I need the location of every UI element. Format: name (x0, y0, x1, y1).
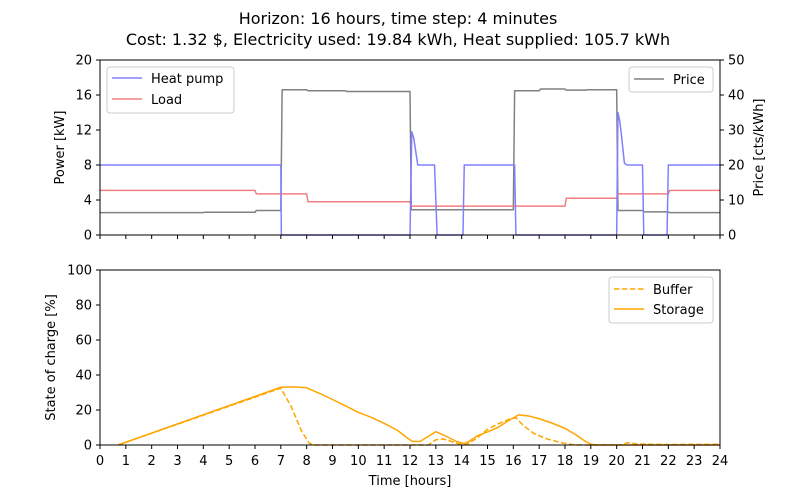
series-buffer-line (117, 387, 721, 446)
bottom-y-tick-label-20: 20 (75, 404, 92, 419)
bottom-x-tick-label-5: 5 (225, 454, 233, 469)
top-y2-tick-label-50: 50 (728, 54, 745, 69)
bottom-y-tick-label-80: 80 (75, 299, 92, 314)
top-right-axis: 0 10 20 30 40 50 (720, 54, 745, 244)
bottom-y-tick-label-60: 60 (75, 334, 92, 349)
bottom-x-tick-label-1: 1 (122, 454, 130, 469)
series-storage-line (117, 386, 720, 446)
bottom-x-tick-label-10: 10 (350, 454, 367, 469)
bottom-y-axis: 0 20 40 60 80 100 (67, 264, 100, 454)
bottom-x-tick-label-9: 9 (328, 454, 336, 469)
bottom-x-tick-label-17: 17 (531, 454, 548, 469)
bottom-x-tick-label-12: 12 (402, 454, 419, 469)
top-y-tick-label-0: 0 (84, 229, 92, 244)
bottom-x-tick-label-20: 20 (608, 454, 625, 469)
top-left-axis: 0 4 8 12 16 20 (75, 54, 100, 244)
top-y2-tick-label-20: 20 (728, 159, 745, 174)
figure-title-line-2: Cost: 1.32 $, Electricity used: 19.84 kW… (126, 30, 670, 49)
legend-load-label: Load (151, 93, 182, 108)
figure-title-line-1: Horizon: 16 hours, time step: 4 minutes (239, 9, 558, 28)
bottom-x-tick-label-15: 15 (479, 454, 496, 469)
bottom-x-tick-label-0: 0 (96, 454, 104, 469)
bottom-x-tick-label-3: 3 (173, 454, 181, 469)
top-left-legend: Heat pump Load (106, 66, 235, 114)
top-y-tick-label-20: 20 (75, 54, 92, 69)
bottom-x-tick-label-13: 13 (428, 454, 445, 469)
bottom-x-tick-label-2: 2 (148, 454, 156, 469)
bottom-x-tick-label-7: 7 (277, 454, 285, 469)
top-y-tick-label-8: 8 (84, 159, 92, 174)
top-right-legend-box (628, 66, 714, 93)
top-right-legend: Price (628, 66, 714, 93)
bottom-x-tick-label-6: 6 (251, 454, 259, 469)
bottom-x-tick-label-21: 21 (634, 454, 651, 469)
bottom-x-tick-label-16: 16 (505, 454, 522, 469)
bottom-x-tick-label-19: 19 (583, 454, 600, 469)
bottom-x-tick-label-4: 4 (199, 454, 207, 469)
top-y2-tick-label-10: 10 (728, 194, 745, 209)
top-x-axis (99, 235, 721, 239)
top-y-tick-label-12: 12 (75, 124, 92, 139)
bottom-x-axis-label: Time [hours] (368, 474, 452, 489)
bottom-x-tick-label-22: 22 (660, 454, 677, 469)
top-y2-tick-label-0: 0 (728, 229, 736, 244)
top-y-tick-label-16: 16 (75, 89, 92, 104)
legend-price-label: Price (673, 73, 705, 88)
bottom-x-tick-label-18: 18 (557, 454, 574, 469)
series-heat-pump-line (100, 111, 720, 236)
bottom-series-group (117, 386, 721, 446)
bottom-x-tick-label-24: 24 (712, 454, 729, 469)
bottom-x-tick-label-11: 11 (376, 454, 393, 469)
bottom-x-tick-label-14: 14 (453, 454, 470, 469)
power-price-plot: 0 4 8 12 16 20 0 10 20 30 40 50 Power [kW] Price [… (53, 54, 767, 244)
series-price-line (100, 88, 720, 214)
bottom-x-tick-label-23: 23 (686, 454, 703, 469)
series-load-line (100, 189, 720, 207)
bottom-y-tick-label-0: 0 (84, 439, 92, 454)
top-y-tick-label-4: 4 (84, 194, 92, 209)
legend-buffer-label: Buffer (653, 283, 693, 298)
bottom-y-axis-label: State of charge [%] (44, 294, 59, 421)
top-y2-tick-label-30: 30 (728, 124, 745, 139)
bottom-x-tick-label-8: 8 (303, 454, 311, 469)
bottom-y-tick-label-100: 100 (67, 264, 92, 279)
bottom-y-tick-label-40: 40 (75, 369, 92, 384)
top-series-group (100, 88, 720, 236)
legend-heat-pump-label: Heat pump (151, 72, 223, 87)
top-y-axis-label: Power [kW] (53, 111, 68, 185)
bottom-x-axis: 0 1 2 3 4 5 6 7 8 9 10 11 12 13 14 15 16 17 18 19 20 21 22 23 24 (96, 445, 728, 469)
bottom-legend: Buffer Storage (608, 276, 714, 324)
top-y2-axis-label: Price [cts/kWh] (752, 98, 767, 196)
legend-storage-label: Storage (653, 303, 704, 318)
top-y2-tick-label-40: 40 (728, 89, 745, 104)
